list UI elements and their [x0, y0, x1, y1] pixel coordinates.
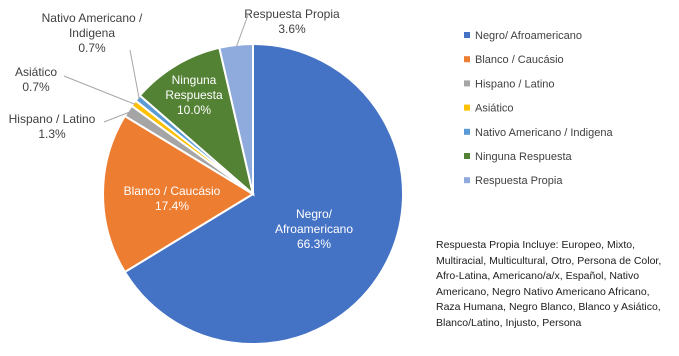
slice-label-asiatico: Asiático — [15, 65, 57, 79]
data-label-respuesta-propia: 3.6% — [278, 22, 306, 36]
slice-label-ninguna-respuesta: Ninguna — [172, 73, 217, 87]
leader-line-asiatico — [63, 75, 136, 105]
data-label-asiatico: 0.7% — [22, 80, 50, 94]
leader-line-respuesta-propia — [235, 14, 249, 48]
legend-swatch-hispano-latino — [464, 80, 470, 87]
pie-slice-blanco-caucasio — [102, 114, 255, 274]
pie-slice-negro-afroamericano — [123, 42, 404, 345]
legend-label-hispano-latino: Hispano / Latino — [475, 78, 555, 90]
slice-label-nativo-americano-indigena: Indigena — [69, 26, 115, 40]
legend-label-blanco-caucasio: Blanco / Caucásio — [475, 54, 564, 66]
legend-swatch-nativo-americano-indigena — [464, 128, 470, 135]
legend-label-asiatico: Asiático — [475, 103, 514, 115]
legend-swatch-respuesta-propia — [464, 177, 470, 184]
data-label-ninguna-respuesta: 10.0% — [177, 103, 211, 117]
pie-slice-ninguna-respuesta — [138, 46, 255, 197]
respuesta-propia-note: Respuesta Propia Incluye: Europeo, Mixto… — [436, 239, 662, 329]
slice-label-negro-afroamericano: Negro/ — [296, 207, 333, 221]
legend-swatch-asiatico — [464, 104, 470, 111]
legend-label-respuesta-propia: Respuesta Propia — [475, 175, 563, 187]
legend-label-ninguna-respuesta: Ninguna Respuesta — [475, 151, 573, 163]
slice-label-hispano-latino: Hispano / Latino — [9, 112, 96, 126]
data-label-blanco-caucasio: 17.4% — [155, 199, 189, 213]
slice-label-nativo-americano-indigena: Nativo Americano / — [42, 11, 143, 25]
data-label-nativo-americano-indigena: 0.7% — [78, 41, 106, 55]
slice-label-negro-afroamericano: Afroamericano — [275, 222, 353, 236]
slice-label-ninguna-respuesta: Respuesta — [165, 88, 223, 102]
legend-swatch-negro-afroamericano — [464, 32, 470, 38]
legend-swatch-blanco-caucasio — [464, 56, 470, 63]
slice-label-respuesta-propia: Respuesta Propia — [244, 7, 340, 21]
legend-label-nativo-americano-indigena: Nativo Americano / Indigena — [475, 127, 613, 139]
slice-label-blanco-caucasio: Blanco / Caucásio — [124, 184, 221, 198]
pie-slice-respuesta-propia — [218, 42, 254, 195]
legend-label-negro-afroamericano: Negro/ Afroamericano — [475, 30, 582, 42]
leader-line-nativo-americano-indigena — [129, 49, 140, 100]
data-label-negro-afroamericano: 66.3% — [297, 237, 331, 251]
data-label-hispano-latino: 1.3% — [38, 127, 66, 141]
leader-line-hispano-latino — [103, 111, 130, 123]
legend-swatch-ninguna-respuesta — [464, 153, 470, 159]
